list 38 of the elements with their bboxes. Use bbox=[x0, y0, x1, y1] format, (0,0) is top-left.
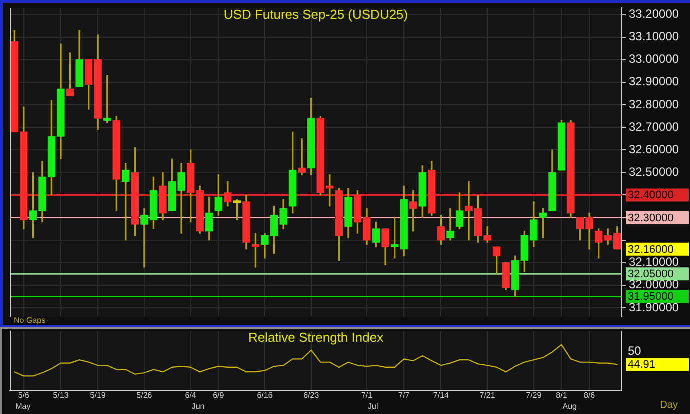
x-tick-label: 5/6 bbox=[18, 391, 30, 400]
x-tick-label: 8/1 bbox=[556, 391, 568, 400]
y-tick-label: 32.50000 bbox=[629, 164, 680, 179]
text: Jul bbox=[368, 402, 378, 412]
y-tick-label: 32.90000 bbox=[629, 74, 680, 89]
x-tick-label: 7/1 bbox=[361, 391, 374, 400]
y-tick-label: 33.20000 bbox=[629, 7, 680, 22]
text: May bbox=[16, 402, 31, 412]
x-axis-title: Day bbox=[660, 400, 678, 411]
y-tick-label: 33.00000 bbox=[629, 52, 680, 66]
candlestick bbox=[446, 208, 454, 241]
x-tick-label: 7/7 bbox=[398, 391, 410, 400]
text: 32.16000 bbox=[628, 244, 674, 256]
text: 44.91 bbox=[628, 359, 656, 372]
y-tick-label: 32.70000 bbox=[629, 120, 680, 134]
text: Aug bbox=[562, 402, 577, 412]
ref-line-label: 32.40000 bbox=[628, 190, 674, 202]
annotation: No Gaps bbox=[14, 316, 46, 326]
x-tick-label: 7/29 bbox=[526, 391, 542, 400]
x-tick-label: 7/14 bbox=[433, 391, 450, 400]
text: Jun bbox=[192, 402, 205, 412]
x-tick-label: 5/26 bbox=[136, 391, 153, 400]
x-tick-label: 6/16 bbox=[257, 391, 274, 400]
x-tick-label: 6/23 bbox=[304, 391, 320, 400]
chart-title: Relative Strength Index bbox=[248, 330, 384, 346]
x-tick-label: 6/4 bbox=[185, 391, 197, 400]
text: 50 bbox=[628, 344, 642, 358]
y-tick-label: 32.80000 bbox=[629, 97, 680, 112]
x-tick-label: 7/21 bbox=[480, 391, 496, 400]
y-tick-label: 32.60000 bbox=[629, 142, 680, 156]
x-tick-label: 6/9 bbox=[213, 391, 225, 400]
x-tick-label: 8/6 bbox=[584, 391, 596, 400]
y-tick-label: 32.10000 bbox=[629, 255, 680, 270]
chart-title: USD Futures Sep-25 (USDU25) bbox=[224, 7, 408, 22]
y-tick-label: 33.10000 bbox=[629, 30, 680, 44]
ref-line-label: 32.30000 bbox=[628, 212, 674, 224]
x-tick-label: 5/13 bbox=[53, 391, 70, 400]
x-tick-label: 5/19 bbox=[90, 391, 106, 400]
